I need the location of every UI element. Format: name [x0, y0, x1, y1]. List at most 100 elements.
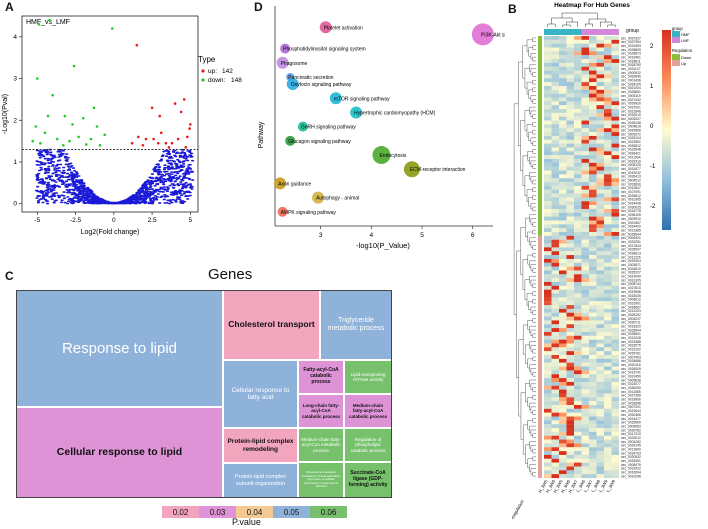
heatmap-cell — [589, 170, 597, 175]
down-point — [68, 139, 71, 143]
heatmap-cell — [566, 70, 575, 75]
heatmap-cell — [551, 74, 560, 79]
heatmap-cell — [611, 451, 620, 456]
heatmap-cell — [566, 462, 575, 467]
heatmap-cell — [604, 97, 612, 102]
heatmap-cell — [574, 247, 582, 252]
heatmap-cell — [574, 281, 582, 286]
heatmap-cell — [551, 312, 560, 317]
heatmap-cell — [604, 308, 612, 313]
heatmap-cell — [589, 112, 597, 117]
row-label: circ_0036813 — [621, 252, 641, 256]
heatmap-cell — [551, 443, 560, 448]
heatmap-cell — [589, 416, 597, 421]
heatmap-cell — [559, 59, 567, 64]
heatmap-cell — [581, 112, 590, 117]
heatmap-cell — [596, 132, 605, 137]
treemap-tile: Long-chain fatty-acyl-CoA catabolic proc… — [298, 394, 344, 428]
heatmap-cell — [589, 328, 597, 333]
row-label: circ_0005119 — [621, 94, 641, 98]
heatmap-cell — [544, 66, 552, 71]
heatmap-cell — [604, 312, 612, 317]
heatmap-cell — [589, 447, 597, 452]
heatmap-cell — [604, 174, 612, 179]
heatmap-cell — [574, 362, 582, 367]
heatmap-cell — [589, 178, 597, 183]
group-bar-cell — [581, 29, 589, 35]
heatmap-cell — [544, 355, 552, 359]
heatmap-cell — [544, 105, 552, 110]
heatmap-cell — [611, 331, 620, 336]
heatmap-cell — [589, 239, 597, 244]
row-label: circ_0022901 — [621, 301, 641, 305]
heatmap-cell — [589, 89, 597, 94]
heatmap-cell — [611, 404, 620, 409]
heatmap-cell — [551, 420, 560, 425]
heatmap-cell — [589, 443, 597, 448]
heatmap-cell — [551, 397, 560, 402]
row-label: circ_0031127 — [621, 67, 641, 71]
heatmap-cell — [566, 258, 575, 263]
heatmap-cell — [551, 270, 560, 275]
heatmap-cell — [566, 51, 575, 56]
heatmap-cell — [581, 55, 590, 60]
heatmap-cell — [581, 370, 590, 375]
heatmap-cell — [581, 170, 590, 175]
down-point — [34, 125, 38, 128]
heatmap-cell — [559, 412, 567, 417]
heatmap-cell — [574, 474, 582, 479]
heatmap-cell — [604, 462, 612, 467]
treemap-tile-label: Lipid-transporting ATPase activity — [350, 371, 386, 382]
heatmap-cell — [559, 466, 567, 471]
heatmap-cell — [611, 135, 620, 140]
heatmap-cell — [611, 378, 620, 383]
pathway-bubble — [285, 135, 296, 146]
heatmap-cell — [589, 212, 597, 217]
heatmap-cell — [574, 197, 582, 202]
heatmap-cell — [551, 385, 560, 390]
heatmap-cell — [559, 428, 567, 432]
group-lmf-swatch — [672, 37, 680, 43]
heatmap-cell — [551, 462, 560, 467]
heatmap-cell — [559, 82, 567, 87]
pvalue-legend-title: P.value — [232, 517, 261, 527]
heatmap-cell — [566, 412, 575, 417]
heatmap-cell — [566, 201, 575, 206]
row-label: circ_0016778 — [621, 209, 641, 213]
heatmap-cell — [566, 182, 575, 186]
treemap-tile-label: Peroxisome-mediated modulation of desens… — [301, 470, 341, 489]
pathway-label: Phagosome — [281, 61, 308, 67]
heatmap-cell — [604, 243, 612, 248]
heatmap-cell — [559, 424, 567, 429]
heatmap-cell — [559, 366, 567, 371]
heatmap-cell — [544, 39, 552, 44]
up-point — [141, 143, 145, 147]
heatmap-cell — [551, 362, 560, 367]
heatmap-cell — [589, 39, 597, 44]
heatmap-cell — [589, 128, 597, 133]
row-label: circ_0019032 — [621, 171, 641, 175]
heatmap-cell — [544, 51, 552, 56]
row-label: circ_0026782 — [621, 428, 641, 432]
heatmap-cell — [611, 258, 620, 263]
regulation-up-label: Up — [681, 61, 687, 66]
heatmap-cell — [544, 151, 552, 156]
row-label: circ_0018906 — [621, 398, 641, 402]
heatmap-cell — [559, 162, 567, 167]
heatmap-cell — [574, 101, 582, 106]
legend-down-label: down: — [208, 77, 226, 84]
heatmap-cell — [611, 408, 620, 413]
heatmap-cell — [551, 251, 560, 256]
heatmap-cell — [589, 435, 597, 440]
heatmap-cell — [604, 66, 612, 71]
heatmap-cell — [551, 235, 560, 240]
heatmap-cell — [551, 439, 560, 444]
treemap-tile: Protein-lipid complex remodeling — [223, 428, 298, 463]
heatmap-cell — [559, 454, 567, 459]
heatmap-cell — [611, 370, 620, 375]
heatmap-cell — [589, 370, 597, 375]
treemap-tile: Cellular response to lipid — [16, 407, 223, 498]
heatmap-cell — [544, 328, 552, 333]
heatmap-cell — [596, 189, 605, 194]
heatmap-cell — [611, 232, 620, 236]
